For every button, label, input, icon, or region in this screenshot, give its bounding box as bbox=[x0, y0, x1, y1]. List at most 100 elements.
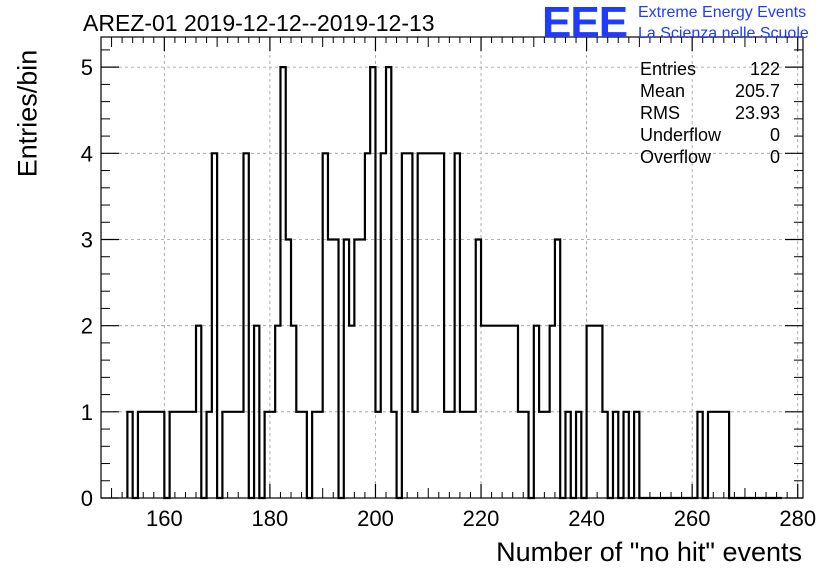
histogram-bin bbox=[708, 412, 729, 498]
histogram-bin bbox=[555, 239, 560, 498]
stats-box: Entries 122 Mean 205.7 RMS 23.93 Underfl… bbox=[640, 58, 780, 168]
histogram-bin bbox=[375, 412, 380, 498]
histogram-bin bbox=[544, 412, 549, 498]
histogram-bin bbox=[296, 412, 301, 498]
stat-row-rms: RMS 23.93 bbox=[640, 102, 780, 124]
histogram-bin bbox=[265, 412, 270, 498]
histogram-bin bbox=[302, 412, 307, 498]
axis-tick-labels: 160 180 200 220 240 260 280 0 1 2 3 4 5 bbox=[81, 55, 816, 531]
histogram-bin bbox=[518, 412, 523, 498]
stat-value: 205.7 bbox=[734, 81, 780, 101]
histogram-bin bbox=[476, 239, 481, 498]
histogram-bin bbox=[402, 153, 407, 498]
stat-value: 0 bbox=[769, 125, 780, 145]
stat-value: 0 bbox=[769, 147, 780, 167]
histogram-bin bbox=[423, 153, 428, 498]
histogram-bin bbox=[418, 153, 423, 498]
stat-label: RMS bbox=[640, 103, 680, 123]
histogram-bin bbox=[386, 67, 391, 498]
histogram-bin bbox=[534, 326, 539, 498]
histogram-bin bbox=[280, 67, 285, 498]
stat-row-underflow: Underflow 0 bbox=[640, 124, 780, 146]
x-tick-label: 280 bbox=[779, 506, 816, 531]
x-axis-label: Number of "no hit" events bbox=[496, 537, 802, 567]
histogram-bin bbox=[587, 326, 603, 498]
stat-label: Entries bbox=[640, 59, 697, 79]
stat-row-entries: Entries 122 bbox=[640, 58, 780, 80]
histogram-bin bbox=[270, 412, 275, 498]
histogram-bin bbox=[317, 412, 322, 498]
histogram-bin bbox=[481, 326, 486, 498]
histogram-bin bbox=[460, 412, 465, 498]
plot-frame bbox=[100, 36, 804, 499]
histogram-bin bbox=[344, 239, 349, 498]
histogram-bin bbox=[154, 412, 159, 498]
histogram-bin bbox=[465, 412, 470, 498]
histogram-bin bbox=[470, 412, 475, 498]
histogram-bin bbox=[444, 412, 449, 498]
histogram-bin bbox=[333, 239, 338, 498]
histogram-bin bbox=[360, 239, 365, 498]
histogram-bin bbox=[328, 239, 333, 498]
histogram-bin bbox=[391, 412, 396, 498]
y-tick-label: 5 bbox=[81, 55, 93, 80]
histogram-bin bbox=[434, 153, 439, 498]
histogram-bin bbox=[624, 412, 629, 498]
stat-label: Underflow bbox=[640, 125, 722, 145]
eee-logo: EEE bbox=[542, 0, 628, 47]
histogram-bin bbox=[439, 153, 444, 498]
histogram-bin bbox=[207, 412, 212, 498]
histogram-bin bbox=[323, 153, 328, 498]
histogram-bin bbox=[354, 239, 359, 498]
histogram-bin bbox=[370, 67, 375, 498]
histogram-bin bbox=[286, 239, 291, 498]
stat-value: 23.93 bbox=[734, 103, 780, 123]
histogram-bin bbox=[576, 412, 581, 498]
histogram-bin bbox=[513, 326, 518, 498]
y-tick-label: 0 bbox=[81, 486, 93, 511]
histogram-bin bbox=[497, 326, 502, 498]
histogram-bin bbox=[212, 153, 217, 498]
histogram-bin bbox=[196, 326, 201, 498]
histogram-bin bbox=[254, 326, 259, 498]
y-axis-label: Entries/bin bbox=[12, 49, 43, 178]
histogram-bin bbox=[613, 412, 618, 498]
stat-value: 122 bbox=[749, 59, 780, 79]
histogram-bin bbox=[492, 326, 497, 498]
x-tick-label: 160 bbox=[146, 506, 183, 531]
histogram-bin bbox=[170, 412, 191, 498]
histogram-bin bbox=[449, 412, 454, 498]
histogram-bin bbox=[407, 153, 412, 498]
histogram-bin bbox=[159, 412, 164, 498]
histogram-bin bbox=[233, 412, 238, 498]
x-tick-label: 240 bbox=[568, 506, 605, 531]
histogram-bin bbox=[634, 412, 639, 498]
histogram-bin bbox=[291, 326, 296, 498]
histogram-bin bbox=[550, 326, 555, 498]
histogram-bin bbox=[138, 412, 154, 498]
histogram-bin bbox=[602, 412, 607, 498]
histogram-bin bbox=[222, 412, 227, 498]
logo-text-line-2: La Scienza nelle Scuole bbox=[638, 25, 809, 42]
histogram-bin bbox=[502, 326, 507, 498]
stat-label: Mean bbox=[640, 81, 686, 101]
histogram-bin bbox=[191, 412, 196, 498]
histogram-bin bbox=[455, 153, 460, 498]
histogram-bin bbox=[507, 326, 512, 498]
y-tick-label: 4 bbox=[81, 141, 93, 166]
histogram-bin bbox=[381, 153, 386, 498]
histogram-bin bbox=[486, 326, 491, 498]
x-tick-label: 200 bbox=[357, 506, 394, 531]
x-tick-label: 220 bbox=[463, 506, 500, 531]
stat-label: Overflow bbox=[640, 147, 712, 167]
histogram-bin bbox=[127, 412, 132, 498]
stat-row-overflow: Overflow 0 bbox=[640, 146, 780, 168]
histogram-bin bbox=[539, 412, 544, 498]
histogram-bin bbox=[312, 412, 317, 498]
histogram-bin bbox=[228, 412, 233, 498]
stat-row-mean: Mean 205.7 bbox=[640, 80, 780, 102]
x-tick-label: 260 bbox=[674, 506, 711, 531]
y-tick-label: 2 bbox=[81, 314, 93, 339]
x-tick-label: 180 bbox=[252, 506, 289, 531]
